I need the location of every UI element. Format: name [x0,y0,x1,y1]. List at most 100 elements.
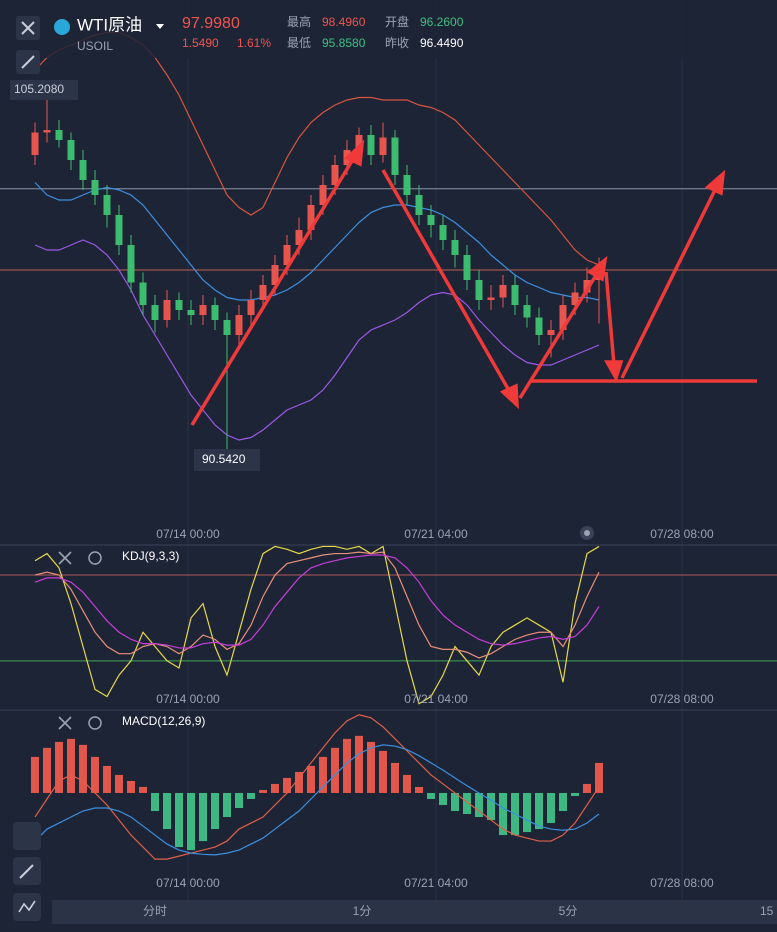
macd-bar [451,792,459,812]
macd-bar [427,792,435,799]
candle-body [439,225,447,240]
macd-bar [223,792,231,818]
candle-body [499,285,507,298]
macd-bar [67,738,75,793]
macd-bar [331,747,339,793]
tab-bar [52,900,777,924]
macd-bar [103,765,111,793]
macd-bar [307,765,315,793]
label: 最低 [287,36,311,50]
chart-icon [18,900,36,913]
value: 96.2600 [420,15,464,29]
macd-bar [559,792,567,812]
candle-body [475,280,483,300]
tab[interactable]: 分时 [143,904,167,918]
candle-body [547,330,555,335]
change: 1.5490 [182,36,219,50]
candle-body [67,140,75,160]
time-label: 07/21 04:00 [404,692,468,706]
close-indicator[interactable] [58,551,72,565]
macd-bar [439,792,447,805]
macd-bar [583,783,591,793]
label: 开盘 [385,14,409,29]
handle-dot [584,530,590,536]
macd-bar [235,792,243,809]
macd-bar [91,756,99,793]
macd-bar [31,756,39,793]
annotation-arrows [190,139,757,426]
candle-body [451,240,459,255]
candle-body [391,137,399,175]
label: 昨收 [385,36,409,50]
candle-body [127,245,135,283]
line [34,714,600,860]
candle-body [43,130,51,133]
tab[interactable]: 5分 [559,904,578,918]
macd-bar [487,792,495,821]
macd-bar [295,771,303,793]
time-label: 07/28 08:00 [650,876,714,890]
macd-bar [163,792,171,830]
macd-bar [283,777,291,793]
macd-bar [319,756,327,793]
value: 96.4490 [420,36,464,50]
macd-bar [139,786,147,793]
indicator-title: MACD(12,26,9) [122,714,205,728]
macd-bar [499,792,507,836]
tab[interactable]: 1分 [353,904,372,918]
candle-body [331,165,339,185]
macd-bar [391,762,399,793]
grid [187,0,683,900]
macd-bar [211,792,219,830]
candle-body [559,305,567,330]
candle-body [259,285,267,300]
macd-bar [595,762,603,793]
change-pct: 1.61% [237,36,271,50]
macd-bar [379,750,387,793]
candle-body [535,317,543,335]
time-label: 07/21 04:00 [404,527,468,541]
symbol-code: USOIL [77,39,113,53]
candle-body [271,265,279,285]
close-icon [21,21,35,35]
tool-button[interactable] [13,822,41,850]
candle-body [247,300,255,315]
macd-bar [127,780,135,793]
line [34,182,600,301]
pen-icon [19,864,34,879]
candle-body [463,255,471,280]
macd-bar [475,792,483,818]
dropdown[interactable] [156,24,164,29]
candle-body [211,305,219,320]
candle-body [307,205,315,230]
min-label-box [194,449,260,471]
candle-body [139,282,147,305]
symbol-name[interactable]: WTI原油 [77,15,142,34]
settings-indicator[interactable] [88,716,102,730]
candle-body [427,215,435,225]
candle-body [523,305,531,318]
candle-body [187,310,195,315]
macd-bar [547,792,555,824]
candle-body [415,195,423,215]
close-indicator[interactable] [58,716,72,730]
max-label: 105.2080 [14,82,64,96]
candle-body [115,215,123,245]
macd-bar [367,741,375,793]
candle-body [355,135,363,150]
tab[interactable]: 15 [760,904,774,918]
candle-body [283,245,291,265]
price: 97.9980 [182,15,240,32]
candle-body [79,160,87,180]
candle-body [583,280,591,293]
candle-body [403,175,411,195]
time-label: 07/28 08:00 [650,692,714,706]
indicator-title: KDJ(9,3,3) [122,549,179,563]
candle-body [163,300,171,320]
settings-indicator[interactable] [88,551,102,565]
line [34,744,600,856]
candle-body [295,230,303,245]
candle-body [91,180,99,195]
label: 最高 [287,14,311,29]
